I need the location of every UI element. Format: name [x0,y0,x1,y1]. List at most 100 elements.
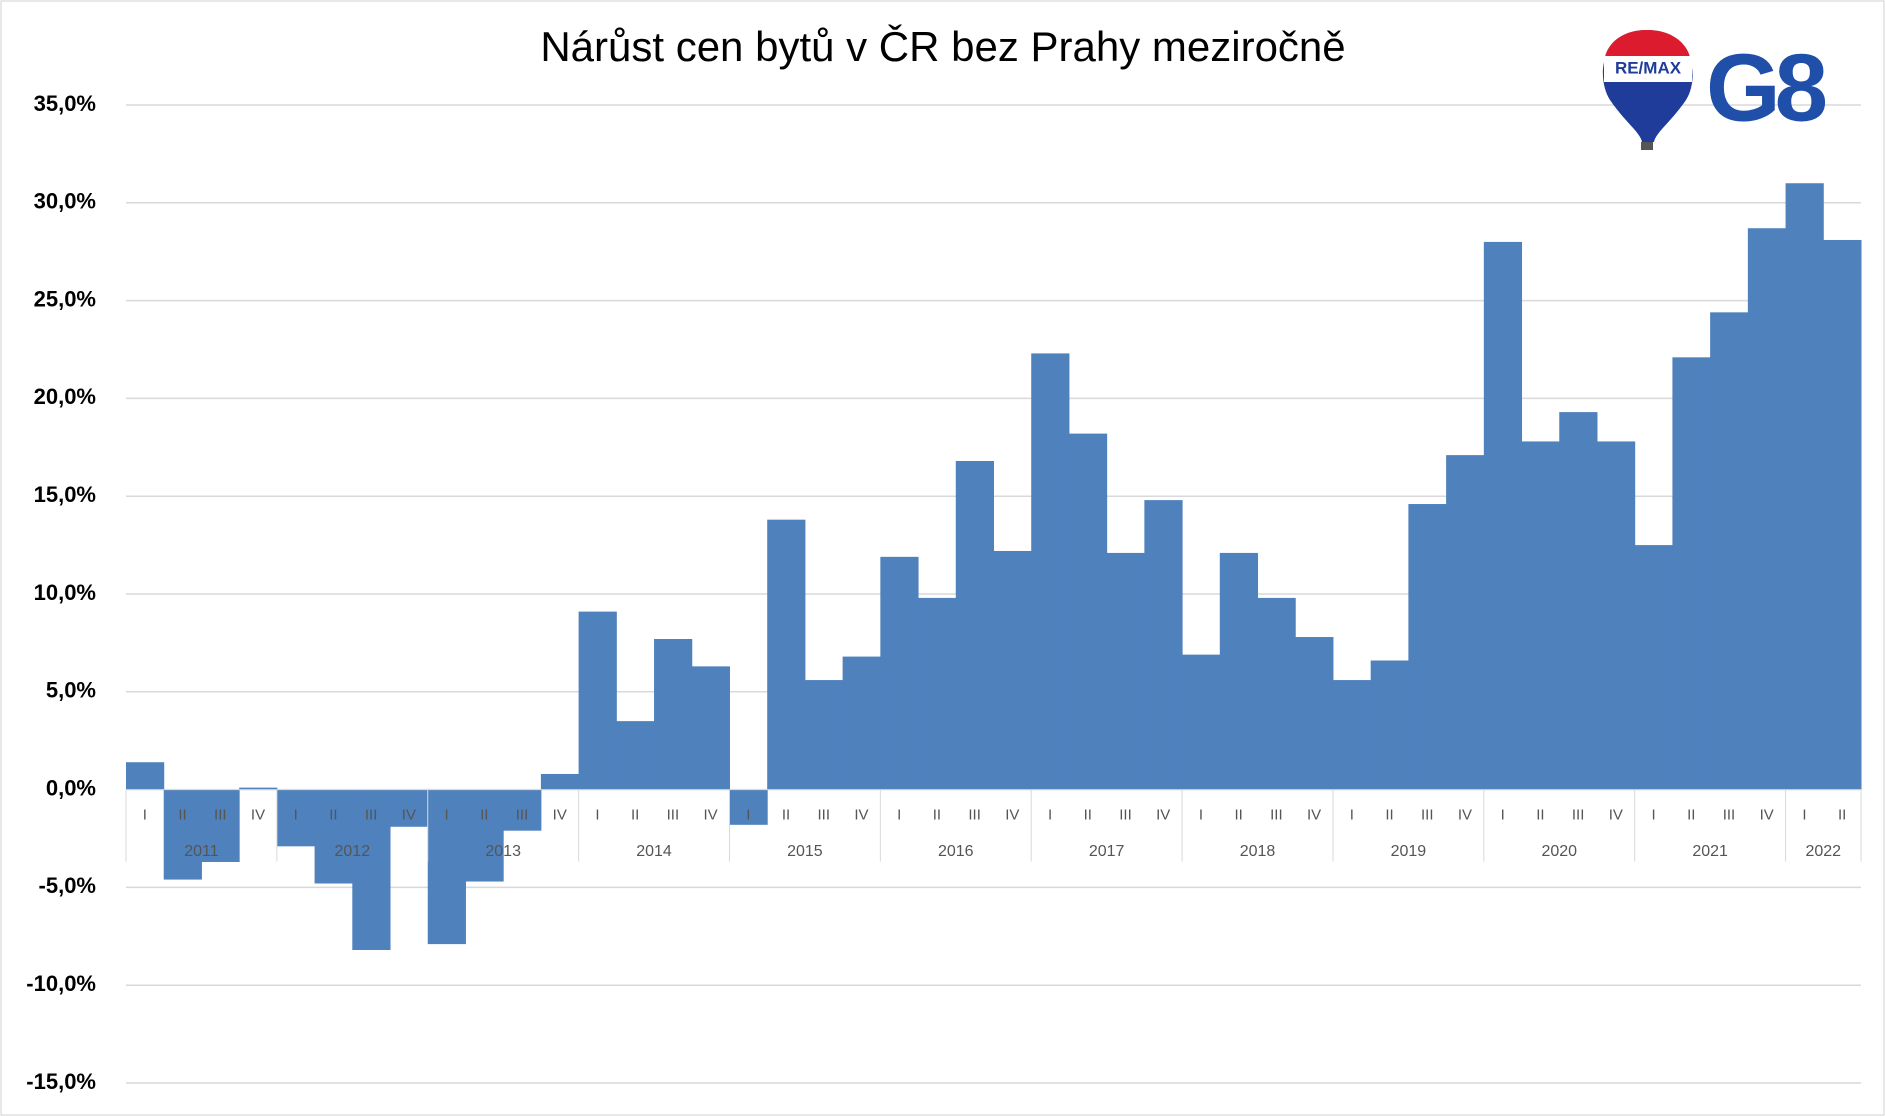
year-label: 2022 [1805,843,1841,860]
year-label: 2015 [787,843,823,860]
x-tick-label: II [1234,807,1242,824]
bar [654,638,693,790]
x-tick-label: II [1687,807,1695,824]
x-tick-label: II [329,807,337,824]
y-tick-label: 0,0% [46,775,96,800]
x-tick-label: IV [402,807,416,824]
x-tick-label: II [631,807,639,824]
x-tick-label: I [1651,807,1655,824]
year-label: 2012 [335,843,371,860]
x-tick-label: III [1421,807,1434,824]
bar [126,762,165,790]
x-tick-label: I [1350,807,1354,824]
y-tick-label: 30,0% [34,189,96,214]
bar [1672,357,1711,790]
bar [427,789,466,945]
year-label: 2011 [184,843,219,860]
bar [993,550,1032,790]
bar [1219,552,1259,790]
bar [1182,654,1221,790]
x-tick-label: IV [1005,807,1019,824]
bar [616,721,655,790]
x-tick-label: I [294,807,298,824]
y-tick-label: 15,0% [34,482,96,507]
bar [1785,183,1824,790]
bar [691,666,730,790]
bar [1634,545,1673,790]
x-tick-label: I [1501,807,1505,824]
y-tick-label: 10,0% [34,580,96,605]
x-tick-label: IV [854,807,868,824]
axis: -15,0% -10,0% -5,0% 0,0% 5,0% 10,0% 15,0% 20,0%… [26,91,1862,1094]
x-tick-label: I [1048,807,1052,824]
bar [390,789,429,827]
y-tick-label: -5,0% [39,873,96,898]
x-tick-label: I [445,807,449,824]
x-tick-label: II [178,807,186,824]
x-tick-label: II [480,807,488,824]
bar [465,789,504,882]
bar [1521,441,1560,790]
bar [918,597,957,790]
bar [314,789,353,884]
y-tick-label: 20,0% [34,384,96,409]
bar [239,787,278,790]
chart-title: Nárůst cen bytů v ČR bez Prahy meziročně [540,23,1345,70]
y-tick-label: -15,0% [26,1069,96,1094]
y-tick-label: -10,0% [26,971,96,996]
bar [1408,504,1447,790]
x-tick-label: II [1838,807,1846,824]
year-label: 2016 [938,843,974,860]
bar [503,789,542,831]
bar [578,611,617,790]
year-label: 2019 [1391,843,1427,860]
bar [1483,241,1523,790]
bar [1559,412,1598,790]
x-tick-label: IV [1307,807,1321,824]
bar [1257,597,1296,790]
x-tick-label: III [1270,807,1283,824]
bar [163,789,202,880]
x-tick-label: III [516,807,529,824]
x-tick-label: III [667,807,680,824]
bar [1031,353,1070,790]
x-tick-label: I [1199,807,1203,824]
bar [1446,455,1485,790]
x-tick-label: II [1385,807,1393,824]
x-tick-label: IV [553,807,567,824]
x-tick-label: III [818,807,831,824]
x-tick-label: I [746,807,750,824]
bar [201,789,240,862]
bar [1144,500,1183,790]
x-tick-label: II [933,807,941,824]
x-tick-label: IV [251,807,265,824]
x-tick-label: III [365,807,378,824]
bar [842,656,881,790]
x-tick-label: II [782,807,790,824]
logo-brand: RE/MAX [1615,58,1682,77]
bar [1068,433,1108,790]
bar [1710,312,1749,790]
bar [1332,680,1372,790]
y-tick-label: 35,0% [34,91,96,116]
x-tick-label: IV [1458,807,1472,824]
x-tick-label: IV [1156,807,1170,824]
year-label: 2017 [1089,843,1125,860]
year-label: 2018 [1240,843,1276,860]
bar [352,789,391,950]
balloon-band [1604,56,1692,82]
year-label: 2013 [485,843,521,860]
x-tick-label: III [1723,807,1736,824]
year-label: 2014 [636,843,672,860]
x-tick-label: III [214,807,227,824]
x-tick-label: III [1119,807,1132,824]
bar [729,789,768,825]
y-tick-label: 25,0% [34,286,96,311]
bar [804,680,844,790]
bar [767,519,806,790]
x-tick-label: I [1802,807,1806,824]
x-tick-label: III [968,807,981,824]
basket [1641,142,1653,150]
bar [880,556,919,790]
bar [1823,239,1862,790]
